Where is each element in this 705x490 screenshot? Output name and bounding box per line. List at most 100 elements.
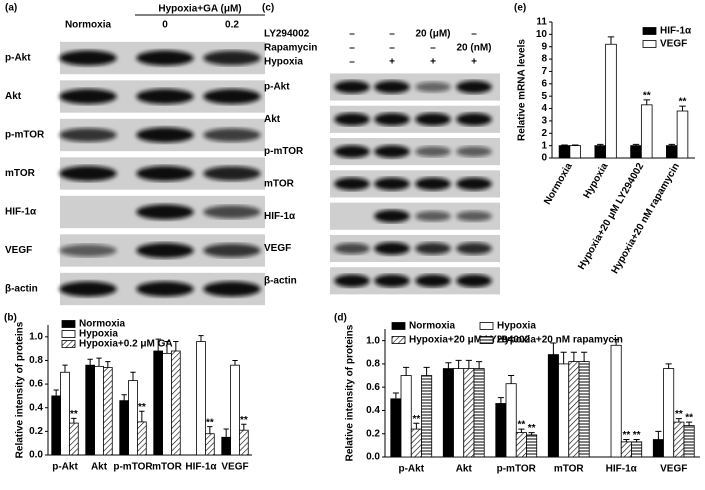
legend-label: VEGF — [660, 39, 687, 50]
error-bar — [53, 389, 59, 396]
error-bar — [465, 359, 472, 369]
bar — [630, 145, 642, 159]
error-bar — [632, 143, 640, 146]
bar — [663, 368, 675, 458]
legend-swatch — [479, 322, 494, 330]
blot-band — [456, 210, 492, 222]
error-bar — [550, 342, 557, 355]
bar — [526, 434, 538, 458]
bar — [171, 350, 181, 456]
error-bar — [223, 428, 229, 438]
error-bar — [686, 421, 693, 426]
blot-band — [203, 166, 261, 181]
blot-band — [415, 146, 451, 157]
treatment-lane: – — [349, 43, 355, 54]
blot-band — [415, 274, 451, 288]
blot-row-label: VEGF — [5, 245, 32, 256]
error-bar — [392, 392, 399, 399]
bar — [390, 398, 402, 458]
blot-row-label: mTOR — [264, 179, 295, 190]
error-bar — [423, 366, 430, 376]
error-bar — [643, 99, 650, 105]
blot-band — [456, 146, 492, 157]
blot-band — [456, 80, 492, 94]
blot-band — [374, 177, 410, 191]
blot-row-label: p-Akt — [264, 82, 290, 93]
blot-row-label: mTOR — [5, 168, 36, 179]
significance-mark: ** — [685, 413, 693, 424]
bar — [505, 383, 517, 458]
legend-swatch — [391, 322, 406, 330]
bar — [119, 400, 129, 456]
bar — [558, 145, 571, 159]
significance-mark: ** — [412, 414, 420, 425]
blot-row-label: Akt — [5, 91, 22, 102]
y-axis-label: Relative mRNA levels — [517, 39, 528, 141]
x-tick-label: HIF-1α — [606, 464, 638, 475]
treatment-label: Hypoxia — [264, 57, 303, 68]
bar — [400, 375, 412, 458]
blot-row-label: β-actin — [264, 275, 297, 286]
bar — [221, 436, 231, 456]
blot-row-label: β-actin — [5, 284, 38, 295]
blot-row-label: p-Akt — [5, 53, 31, 64]
y-tick-label: 8 — [541, 54, 547, 65]
error-bar — [518, 428, 525, 433]
bar — [410, 428, 422, 458]
error-bar — [665, 363, 672, 369]
error-bar — [403, 366, 410, 376]
blot-band — [456, 242, 492, 255]
treatment-lane: – — [430, 43, 436, 54]
blot-row-label: HIF-1α — [5, 207, 37, 218]
x-tick-label: mTOR — [554, 464, 585, 475]
x-tick-label: VEGF — [221, 462, 248, 473]
y-tick-label: 4 — [541, 103, 547, 114]
blot-band — [203, 281, 261, 297]
bar — [683, 425, 695, 458]
error-bar — [232, 359, 238, 366]
treatment-lane: 20 (μM) — [415, 29, 450, 40]
bar — [652, 439, 664, 458]
x-tick-label: Akt — [456, 464, 473, 475]
x-tick-label: mTOR — [152, 462, 183, 473]
blot-band — [136, 88, 194, 105]
error-bar — [96, 357, 102, 367]
treatment-lane: – — [349, 57, 355, 68]
blot-group-header: Hypoxia+GA (μM) — [158, 4, 241, 15]
blot-row-label: Akt — [264, 114, 281, 125]
error-bar — [581, 351, 588, 362]
y-tick-label: 0.2 — [366, 428, 380, 439]
blot-band — [59, 165, 117, 182]
blot-band — [334, 112, 370, 126]
blot-band — [374, 145, 410, 158]
blot-band — [59, 281, 117, 297]
treatment-lane: + — [471, 57, 477, 68]
bar — [94, 365, 104, 456]
legend-swatch — [61, 320, 76, 328]
legend-label: Hypoxia — [79, 329, 118, 340]
error-bar — [679, 105, 686, 112]
panel-label: (c) — [262, 3, 274, 14]
blot-row-label: p-mTOR — [5, 130, 45, 141]
error-bar — [455, 359, 462, 369]
legend-swatch — [391, 336, 406, 344]
y-tick-label: 10 — [536, 29, 548, 40]
blot-band — [59, 244, 117, 257]
blot-band — [136, 242, 194, 259]
error-bar — [607, 36, 615, 45]
blot-band — [415, 112, 451, 126]
y-tick-label: 0.2 — [29, 426, 43, 437]
y-tick-label: 5 — [541, 91, 547, 102]
bar — [676, 110, 689, 159]
blot-band — [334, 80, 370, 94]
bar — [473, 368, 485, 458]
significance-mark: ** — [528, 423, 536, 434]
y-tick-label: 0.6 — [366, 382, 380, 393]
legend-swatch — [479, 336, 494, 344]
error-bar — [241, 423, 247, 431]
blot-band — [136, 165, 194, 182]
blot-band — [456, 112, 492, 126]
panel-label: (b) — [4, 313, 17, 324]
blot-band — [203, 50, 261, 66]
